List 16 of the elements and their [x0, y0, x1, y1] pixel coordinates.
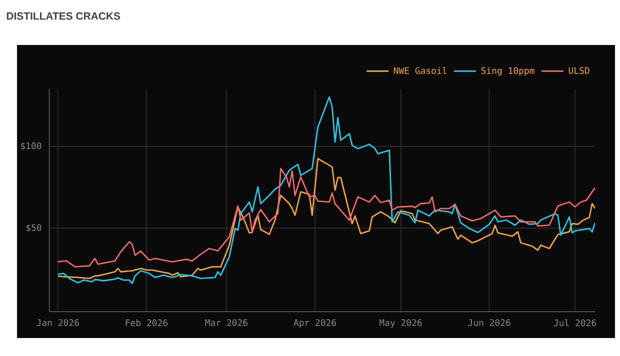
legend-label: ULSD	[568, 67, 590, 74]
chart-title: DISTILLATES CRACKS	[6, 12, 120, 20]
x-tick-label: Jun 2026	[468, 319, 510, 326]
x-tick-label: Mar 2026	[205, 319, 248, 326]
line-series	[57, 158, 596, 280]
x-tick-label: Apr 2026	[294, 319, 336, 328]
y-tick-label: $50	[26, 224, 42, 232]
legend-label: NWE Gasoil	[394, 67, 446, 74]
line-series	[57, 96, 596, 284]
x-tick-label: Jul 2026	[554, 319, 596, 326]
y-tick-label: $100	[21, 142, 42, 150]
x-tick-label: Jan 2026	[36, 319, 79, 326]
x-tick-label: Feb 2026	[126, 319, 168, 326]
line-series	[57, 168, 596, 268]
x-tick-label: May 2026	[380, 319, 422, 328]
legend-label: Sing 10ppm	[481, 67, 534, 76]
